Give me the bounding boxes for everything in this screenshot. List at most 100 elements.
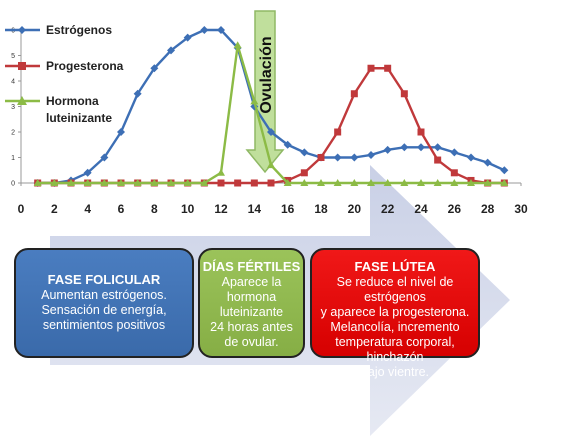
data-point [400, 143, 409, 152]
data-point [300, 169, 308, 177]
data-point [267, 161, 275, 169]
phase-fertiles-box: DÍAS FÉRTILES Aparece la hormona luteini… [198, 248, 305, 358]
x-tick-label: 30 [514, 202, 528, 216]
x-tick-label: 24 [414, 202, 428, 216]
data-point [133, 89, 142, 98]
data-point [400, 90, 408, 98]
x-tick-label: 8 [151, 202, 158, 216]
legend-marker [18, 26, 26, 34]
data-point [283, 179, 292, 186]
data-point [450, 169, 458, 177]
data-point [334, 128, 342, 136]
data-point [500, 166, 509, 175]
legend-marker [17, 96, 27, 105]
data-point [67, 179, 75, 186]
data-point [50, 179, 59, 186]
data-point [467, 153, 475, 162]
phase-folicular-text: Aumentan estrógenos. Sensación de energí… [41, 288, 167, 332]
data-point [367, 150, 375, 159]
data-point [434, 156, 442, 164]
data-point [267, 179, 275, 187]
phase-lutea-title: FASE LÚTEA [354, 259, 436, 274]
legend-marker [18, 62, 26, 70]
phase-folicular-box: FASE FOLICULAR Aumentan estrógenos. Sens… [14, 248, 194, 358]
data-point [367, 64, 375, 72]
phase-fertiles-title: DÍAS FÉRTILES [202, 259, 301, 274]
data-point [183, 33, 192, 42]
x-tick-label: 20 [348, 202, 362, 216]
y-tick-label: 0 [11, 181, 15, 188]
data-point [217, 179, 225, 187]
data-point [183, 179, 192, 186]
data-point [417, 179, 425, 186]
x-tick-label: 12 [214, 202, 228, 216]
x-tick-label: 18 [314, 202, 328, 216]
data-point [117, 128, 125, 136]
x-tick-label: 14 [248, 202, 262, 216]
data-point [200, 179, 209, 186]
x-tick-label: 4 [84, 202, 91, 216]
data-point [250, 179, 258, 187]
data-point [217, 26, 225, 34]
data-point [350, 90, 358, 98]
y-tick-label: 5 [11, 53, 15, 60]
data-point [250, 97, 259, 105]
data-point [300, 179, 309, 186]
legend-label: Progesterona [46, 59, 124, 73]
legend-label: Estrógenos [46, 23, 112, 37]
data-point [234, 179, 242, 187]
data-point [167, 179, 175, 186]
data-point [433, 179, 442, 186]
data-point [417, 143, 425, 152]
data-point [233, 41, 242, 49]
x-tick-label: 10 [181, 202, 195, 216]
x-tick-label: 16 [281, 202, 295, 216]
data-point [350, 179, 359, 186]
data-point [300, 148, 309, 157]
data-point [483, 179, 492, 186]
phase-fertiles-text: Aparece la hormona luteinizante 24 horas… [210, 275, 293, 349]
data-point [383, 145, 392, 154]
data-point [417, 128, 425, 136]
data-point [167, 46, 175, 55]
data-point [450, 179, 459, 186]
phase-lutea-text: Se reduce el nivel de estrógenos y apare… [320, 275, 470, 379]
data-point [217, 168, 225, 176]
y-tick-label: 1 [11, 155, 15, 162]
data-point [150, 64, 159, 73]
data-point [100, 179, 109, 186]
data-point [433, 143, 442, 152]
ovulation-label: Ovulación [258, 36, 275, 113]
data-point [133, 179, 142, 186]
y-tick-label: 2 [11, 130, 15, 137]
chart-legend: Estrógenos Progesterona Hormona luteinizant… [5, 23, 124, 125]
data-point [200, 26, 209, 34]
data-point [83, 168, 92, 177]
data-point [367, 179, 375, 186]
phase-lutea-box: FASE LÚTEA Se reduce el nivel de estróge… [310, 248, 480, 379]
x-tick-label: 0 [18, 202, 25, 216]
x-tick-label: 6 [118, 202, 125, 216]
data-point [150, 179, 159, 186]
y-tick-label: 3 [11, 104, 15, 111]
data-point [333, 179, 342, 186]
legend-label: luteinizante [46, 111, 112, 125]
x-tick-label: 2 [51, 202, 58, 216]
data-point [384, 64, 392, 72]
data-point [317, 179, 325, 186]
chart-series [33, 26, 509, 187]
data-point [350, 153, 359, 162]
data-point [467, 179, 475, 186]
data-point [283, 140, 292, 149]
x-tick-label: 22 [381, 202, 395, 216]
data-point [500, 179, 509, 186]
x-tick-label: 28 [481, 202, 495, 216]
y-tick-label: 4 [11, 79, 15, 86]
data-point [250, 102, 259, 111]
data-point [333, 153, 342, 162]
data-point [83, 179, 92, 186]
data-point [33, 179, 42, 186]
data-point [400, 179, 409, 186]
data-point [117, 179, 125, 186]
legend-label: Hormona [46, 94, 99, 108]
